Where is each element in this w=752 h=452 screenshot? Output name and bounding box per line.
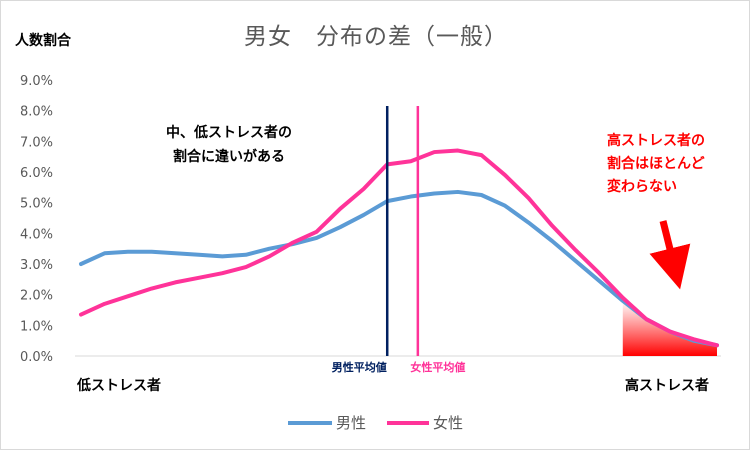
series-line — [79, 189, 719, 348]
male-average-label: 男性平均値 — [332, 360, 387, 374]
high-annotation-line3: 変わらない — [607, 178, 677, 195]
down-arrow-icon — [649, 220, 691, 290]
y-tick-label: 4.0% — [20, 227, 53, 242]
series-line — [79, 148, 719, 348]
high-annotation-line2: 割合はほとんど — [607, 155, 705, 172]
y-tick-label: 3.0% — [20, 258, 53, 273]
legend: 男性 女性 — [288, 414, 463, 432]
high-annotation-line1: 高ストレス者の — [607, 132, 705, 149]
female-average-label: 女性平均値 — [410, 360, 465, 374]
x-left-label: 低ストレス者 — [76, 377, 161, 394]
legend-female-label: 女性 — [433, 414, 463, 432]
y-tick-label: 6.0% — [20, 166, 53, 181]
average-lines — [385, 106, 420, 356]
y-tick-label: 0.0% — [20, 350, 53, 365]
y-tick-label: 1.0% — [20, 319, 53, 334]
chart-title: 男女 分布の差（一般） — [244, 24, 508, 50]
y-tick-label: 8.0% — [20, 105, 53, 120]
legend-male-label: 男性 — [336, 414, 366, 432]
y-tick-label: 9.0% — [20, 74, 53, 89]
x-right-label: 高ストレス者 — [625, 377, 709, 394]
y-tick-label: 5.0% — [20, 197, 53, 212]
middle-annotation-line1: 中、低ストレス者の — [166, 124, 292, 141]
y-axis-label: 人数割合 — [15, 32, 72, 49]
middle-annotation-line2: 割合に違いがある — [173, 148, 285, 165]
y-tick-label: 7.0% — [20, 135, 53, 150]
series-lines — [79, 148, 719, 348]
y-axis-ticks: 0.0% 1.0% 2.0% 3.0% 4.0% 5.0% 6.0% 7.0% 8.0% 9.0% — [20, 74, 53, 365]
y-tick-label: 2.0% — [20, 289, 53, 304]
